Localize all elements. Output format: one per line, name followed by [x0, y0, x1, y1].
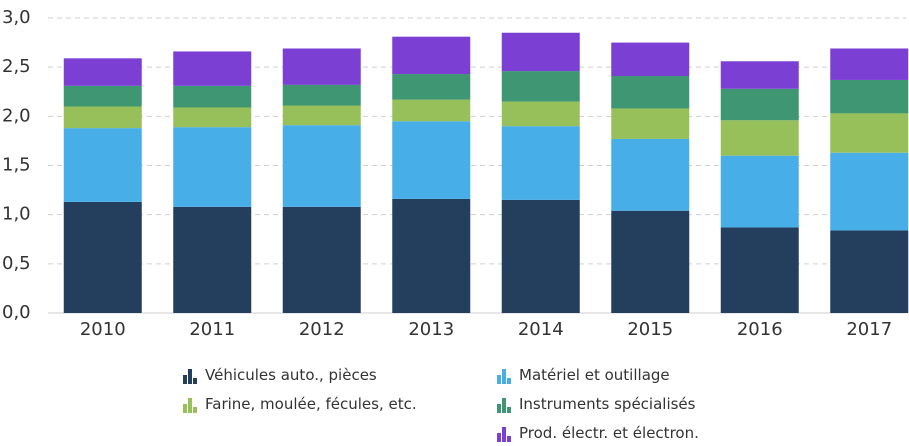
bar-segment — [282, 84, 361, 106]
legend-icon-bar — [193, 378, 197, 384]
y-tick-label: 0,0 — [2, 302, 31, 323]
bar-segment — [173, 127, 252, 207]
bar-segment — [611, 42, 690, 77]
bar-segment — [830, 152, 909, 231]
legend-item: Matériel et outillage — [497, 366, 670, 385]
bar-segment — [830, 79, 909, 114]
legend-icon-bar — [502, 369, 506, 384]
bar-segment — [611, 210, 690, 313]
bar-segment — [720, 155, 799, 228]
bar-segment — [63, 85, 142, 107]
y-tick-label: 0,5 — [2, 253, 31, 274]
y-tick-label: 1,5 — [2, 155, 31, 176]
y-tick-label: 3,0 — [2, 7, 31, 28]
bar-segment — [282, 48, 361, 85]
bar-segment — [611, 76, 690, 109]
legend-item: Instruments spécialisés — [497, 395, 695, 414]
bar-segment — [63, 201, 142, 313]
x-tick-label: 2016 — [737, 319, 783, 340]
legend-icon-bar — [507, 378, 511, 384]
legend-icon — [183, 369, 197, 384]
bar-segment — [63, 106, 142, 129]
bar-segment — [720, 88, 799, 121]
x-tick-label: 2017 — [846, 319, 892, 340]
bar-segment — [282, 206, 361, 313]
bar-segment — [830, 48, 909, 80]
legend-icon-bar — [183, 404, 187, 413]
bar-segment — [173, 85, 252, 108]
x-tick-label: 2013 — [408, 319, 454, 340]
x-tick-label: 2014 — [518, 319, 564, 340]
legend-icon-bar — [497, 404, 501, 413]
bar-segment — [392, 198, 471, 313]
bar-segment — [501, 126, 580, 200]
x-tick-label: 2010 — [80, 319, 126, 340]
legend-icon — [497, 398, 511, 413]
legend-icon-bar — [507, 407, 511, 413]
legend-item: Véhicules auto., pièces — [183, 366, 377, 385]
bar-segment — [501, 71, 580, 102]
y-tick-label: 2,0 — [2, 105, 31, 126]
bar-segment — [501, 101, 580, 127]
legend-item: Farine, moulée, fécules, etc. — [183, 395, 443, 414]
legend-label: Véhicules auto., pièces — [205, 366, 377, 384]
legend-icon-bar — [502, 427, 506, 442]
legend-label: Prod. électr. et électron. — [519, 424, 699, 442]
bar-segment — [501, 199, 580, 313]
legend-label: Farine, moulée, fécules, etc. — [205, 395, 417, 413]
legend-icon-bar — [188, 398, 192, 413]
bar-segment — [173, 51, 252, 86]
bar-segment — [392, 74, 471, 100]
bar-segment — [611, 108, 690, 139]
bar-segment — [392, 121, 471, 199]
bar-segment — [282, 105, 361, 126]
bar-segment — [720, 61, 799, 89]
bar-segment — [830, 113, 909, 153]
y-tick-label: 1,0 — [2, 204, 31, 225]
bar-segment — [720, 120, 799, 156]
bar-segment — [501, 32, 580, 72]
legend-icon-bar — [502, 398, 506, 413]
bar-segment — [173, 107, 252, 128]
legend-icon — [183, 398, 197, 413]
bar-segment — [63, 58, 142, 86]
legend-icon-bar — [188, 369, 192, 384]
bar-segment — [392, 36, 471, 75]
legend-icon-bar — [193, 407, 197, 413]
bar-segment — [720, 227, 799, 313]
bar-segment — [830, 230, 909, 313]
legend-icon-bar — [497, 433, 501, 442]
x-tick-label: 2011 — [189, 319, 235, 340]
x-tick-label: 2015 — [627, 319, 673, 340]
legend-label: Instruments spécialisés — [519, 395, 696, 413]
legend-icon — [497, 369, 511, 384]
y-tick-label: 2,5 — [2, 56, 31, 77]
chart: 0,0 0,5 1,0 1,5 2,0 2,5 3,0 2010 2011 2012 2013 201… — [2, 7, 909, 340]
bar-segment — [63, 128, 142, 202]
legend-icon — [497, 427, 511, 442]
legend-icon-bar — [507, 436, 511, 442]
x-tick-label: 2012 — [299, 319, 345, 340]
bar-segment — [282, 125, 361, 207]
bar-segment — [173, 206, 252, 313]
legend-item: Prod. électr. et électron. — [497, 424, 699, 443]
legend-icon-bar — [497, 375, 501, 384]
bar-segment — [392, 99, 471, 122]
bar-segment — [611, 138, 690, 211]
legend-icon-bar — [183, 375, 187, 384]
legend-label: Matériel et outillage — [519, 366, 670, 384]
